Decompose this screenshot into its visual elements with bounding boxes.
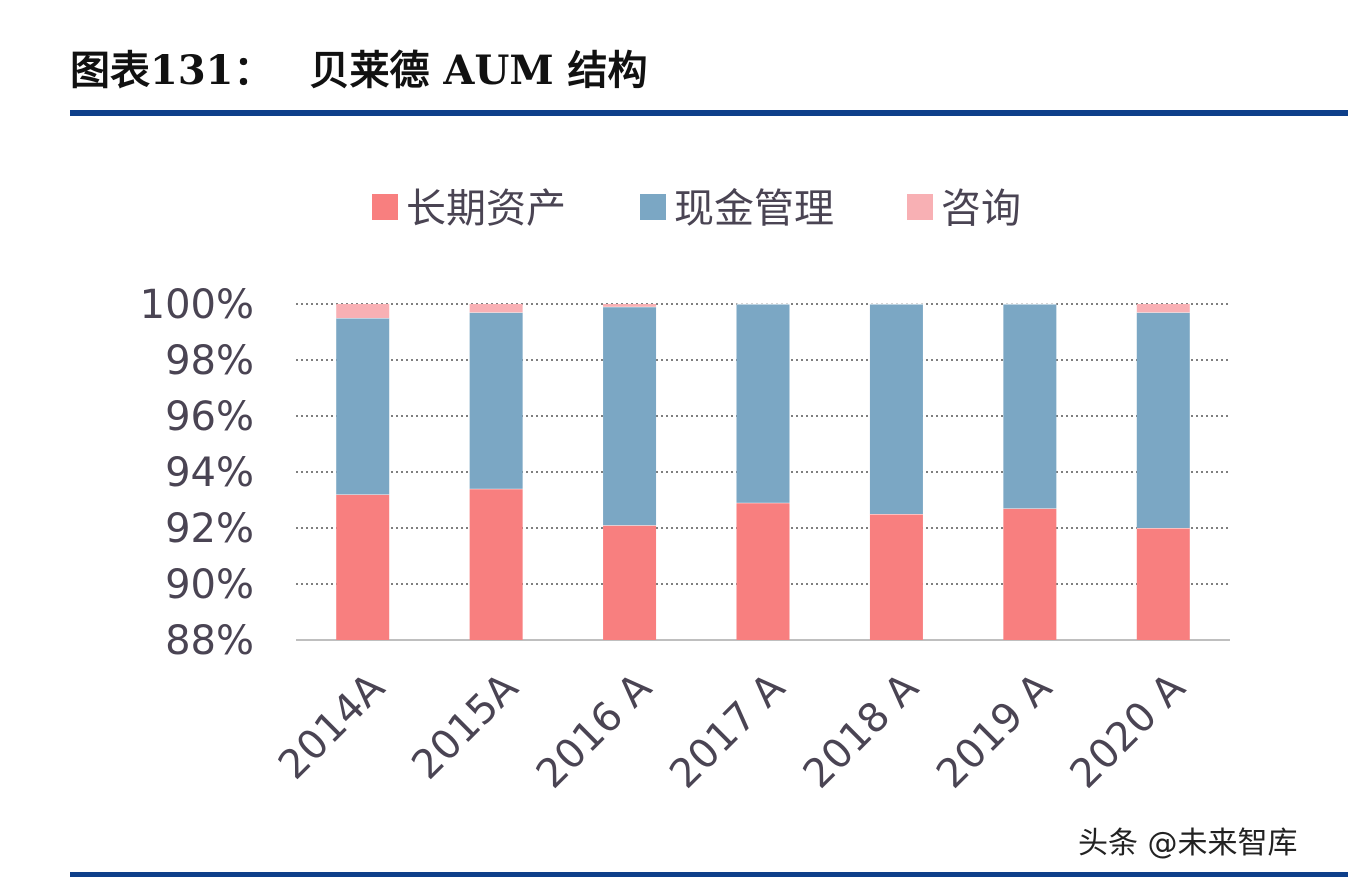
legend-label: 现金管理 — [674, 186, 834, 232]
y-tick-label: 94% — [165, 450, 254, 496]
bar-segment — [469, 304, 523, 313]
footer-rule — [70, 872, 1348, 877]
x-tick-label: 2016 A — [528, 664, 661, 797]
figure-label: 图表131： — [70, 47, 274, 94]
bar-segment — [869, 304, 923, 514]
x-tick-label: 2015A — [403, 664, 527, 788]
y-tick-label: 100% — [140, 282, 254, 328]
x-axis: 2014A 2015A 2016 A 2017 A 2018 A 2019 A 2020 A — [270, 664, 1195, 797]
bar-segment — [1003, 508, 1057, 640]
x-tick-label: 2017 A — [661, 664, 794, 797]
bar-segment — [1136, 312, 1190, 528]
legend-swatch — [907, 194, 933, 220]
legend-label: 咨询 — [941, 186, 1021, 232]
x-tick-label: 2019 A — [928, 664, 1061, 797]
bar-segment — [603, 304, 657, 307]
bar-segment — [336, 304, 390, 318]
x-tick-label: 2018 A — [795, 664, 928, 797]
bar-segment — [469, 312, 523, 489]
legend-swatch — [640, 194, 666, 220]
y-tick-label: 88% — [165, 618, 254, 664]
watermark: 头条 @未来智库 — [1078, 826, 1298, 861]
y-tick-label: 98% — [165, 338, 254, 384]
legend: 长期资产 现金管理 咨询 — [372, 186, 1021, 232]
bar-segment — [603, 306, 657, 526]
x-tick-label: 2020 A — [1062, 664, 1195, 797]
bar-segment — [869, 514, 923, 640]
bars — [336, 303, 1190, 640]
bar-segment — [736, 304, 790, 503]
bar-segment — [336, 318, 390, 495]
bar-segment — [336, 494, 390, 640]
legend-label: 长期资产 — [406, 186, 566, 232]
bar-segment — [469, 488, 523, 640]
figure-title: 贝莱德 AUM 结构 — [309, 47, 648, 94]
header-rule — [70, 110, 1348, 116]
stacked-bar-chart: 长期资产 现金管理 咨询 88%90%92%94%96%98%100% 2014A 2… — [140, 186, 1230, 797]
legend-swatch — [372, 194, 398, 220]
y-axis: 88% 90% 92% 94% 96% 98% 100% — [140, 282, 254, 664]
x-tick-label: 2014A — [270, 664, 394, 788]
y-tick-label: 92% — [165, 506, 254, 552]
bar-segment — [736, 502, 790, 640]
bar-segment — [1136, 304, 1190, 313]
figure-header: 图表131： 贝莱德 AUM 结构 — [70, 38, 648, 96]
bar-segment — [1136, 528, 1190, 640]
bar-segment — [1003, 304, 1057, 509]
bar-segment — [603, 525, 657, 640]
y-tick-label: 96% — [165, 394, 254, 440]
y-tick-label: 90% — [165, 562, 254, 608]
